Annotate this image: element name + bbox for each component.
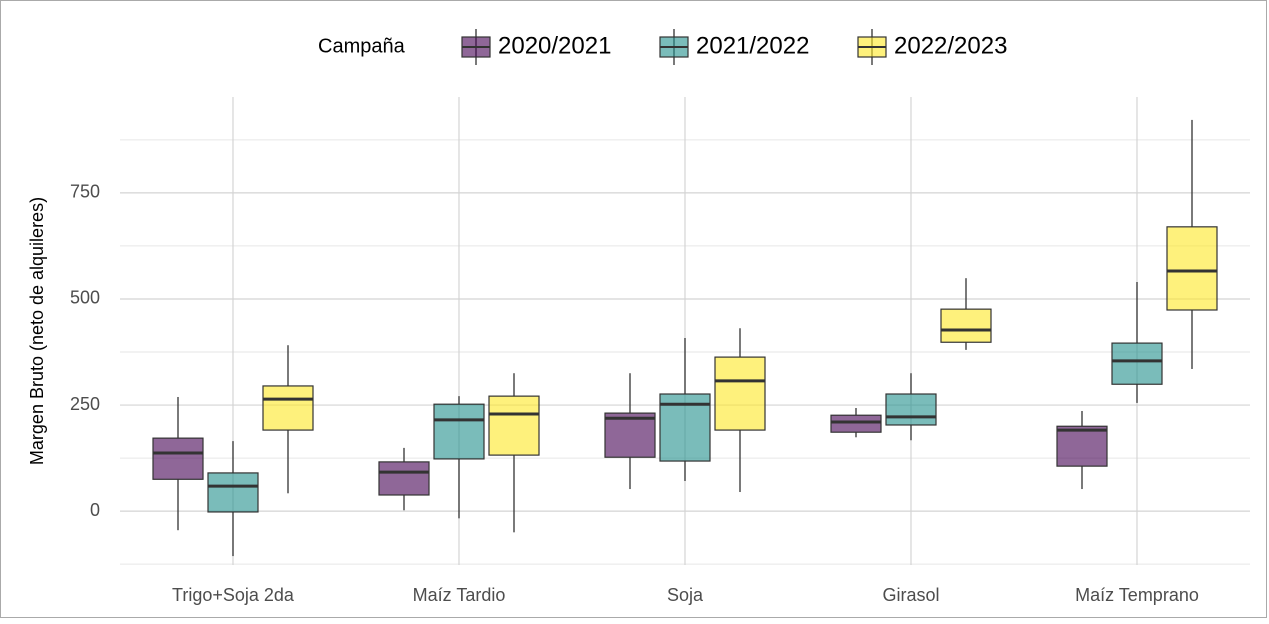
legend-label: 2020/2021	[498, 32, 611, 59]
x-tick-label: Trigo+Soja 2da	[172, 585, 295, 605]
box	[604, 412, 656, 458]
box-group	[659, 338, 711, 481]
box-group	[207, 441, 259, 557]
box-group	[262, 345, 314, 494]
x-tick-label: Maíz Tardio	[413, 585, 506, 605]
box-group	[1166, 119, 1218, 369]
box-group	[488, 373, 540, 533]
y-axis-label: Margen Bruto (neto de alquileres)	[27, 197, 47, 465]
box-group	[714, 328, 766, 493]
box-group	[152, 396, 204, 531]
box-group	[433, 396, 485, 519]
box	[152, 437, 204, 480]
box-group	[940, 278, 992, 350]
y-tick-label: 500	[70, 288, 100, 308]
box	[433, 403, 485, 460]
box	[1056, 425, 1108, 467]
legend-label: 2021/2022	[696, 32, 809, 59]
box-group	[1056, 410, 1108, 490]
box	[940, 308, 992, 343]
box-group	[378, 447, 430, 511]
box	[714, 356, 766, 431]
x-tick-label: Girasol	[882, 585, 939, 605]
legend: Campaña 2020/2021 2021/2022 2022/2023	[318, 29, 1007, 65]
box-group	[604, 373, 656, 490]
box-group	[1111, 281, 1163, 403]
x-tick-label: Maíz Temprano	[1075, 585, 1199, 605]
box	[1166, 226, 1218, 311]
box	[1111, 342, 1163, 385]
x-tick-label: Soja	[667, 585, 704, 605]
box	[378, 461, 430, 496]
box	[488, 395, 540, 456]
box	[885, 393, 937, 426]
box	[830, 414, 882, 433]
box-group	[830, 408, 882, 438]
box	[207, 472, 259, 513]
box	[262, 385, 314, 431]
y-tick-label: 0	[90, 500, 100, 520]
box-group	[885, 373, 937, 441]
y-tick-label: 250	[70, 394, 100, 414]
y-tick-label: 750	[70, 182, 100, 202]
legend-label: 2022/2023	[894, 32, 1007, 59]
legend-title: Campaña	[318, 35, 406, 57]
